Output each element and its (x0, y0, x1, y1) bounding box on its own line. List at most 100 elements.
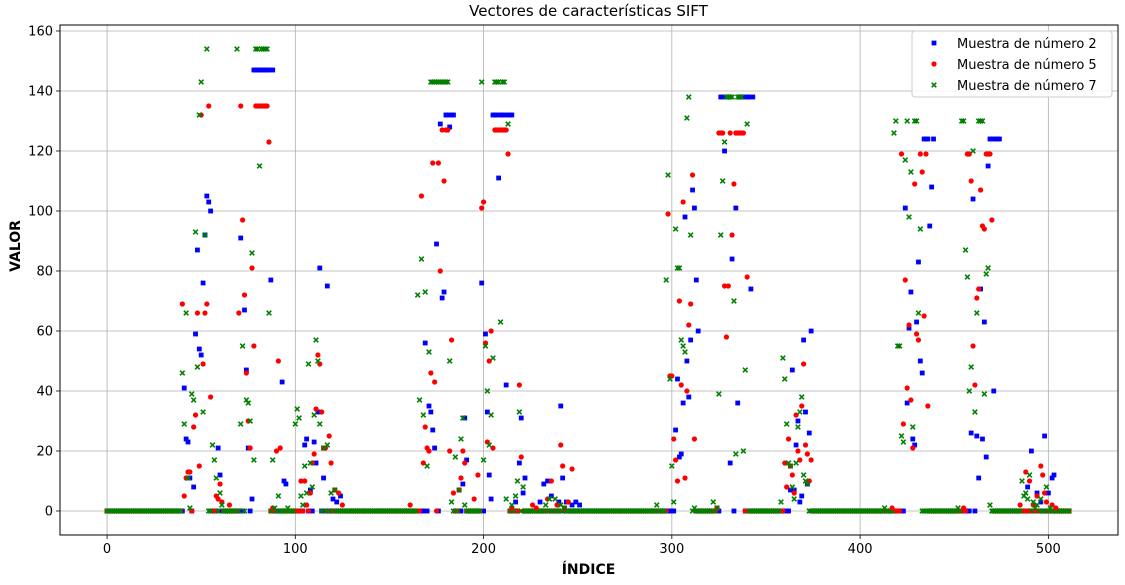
data-point (1043, 484, 1050, 490)
data-point (976, 286, 982, 292)
data-point (435, 160, 441, 166)
data-point (520, 484, 526, 490)
data-point (1026, 478, 1033, 484)
data-point (968, 430, 974, 436)
chart-title: Vectores de características SIFT (469, 2, 708, 20)
data-point (478, 79, 485, 85)
data-point (682, 214, 688, 220)
x-axis-label: ÍNDICE (562, 561, 616, 578)
data-point (208, 208, 214, 214)
legend-item: Muestra de número 2 (931, 37, 1097, 52)
legend-item: Muestra de número 7 (931, 79, 1097, 94)
data-point (213, 475, 220, 481)
data-point (744, 121, 751, 127)
data-point (979, 118, 986, 124)
data-point (889, 505, 895, 511)
data-point (422, 289, 429, 295)
data-point (249, 496, 255, 502)
data-point (187, 469, 193, 475)
y-tick-label: 40 (36, 385, 53, 400)
data-point (560, 475, 566, 481)
data-point (420, 412, 427, 418)
data-point (673, 427, 678, 433)
series-3-values (179, 46, 1054, 511)
data-point (925, 136, 931, 142)
data-point (486, 442, 493, 448)
data-point (688, 337, 694, 343)
data-point (981, 391, 988, 397)
data-point (326, 433, 332, 439)
data-point (516, 409, 523, 415)
data-point (183, 436, 189, 442)
data-point (672, 457, 679, 463)
data-point (985, 265, 991, 271)
data-point (283, 481, 289, 487)
data-point (503, 496, 510, 502)
data-point (437, 121, 443, 127)
data-point (499, 79, 506, 85)
data-point (200, 409, 206, 415)
data-point (296, 415, 302, 421)
data-point (483, 331, 488, 337)
data-point (268, 277, 274, 283)
data-point (439, 127, 445, 133)
data-point (748, 286, 754, 292)
data-point (486, 472, 492, 478)
data-point (972, 382, 978, 388)
data-point (561, 505, 568, 511)
data-point (799, 403, 805, 409)
data-point (190, 397, 197, 403)
series-2-values (179, 103, 1059, 511)
data-point (917, 151, 923, 157)
data-point (788, 487, 793, 493)
data-point (800, 472, 807, 478)
data-point-zero (433, 508, 440, 514)
data-point (689, 172, 696, 178)
data-point (334, 499, 340, 505)
data-point (458, 436, 464, 442)
data-point-zero (1039, 508, 1046, 514)
x-tick-label: 200 (471, 542, 496, 557)
data-point (906, 214, 912, 220)
y-tick-label: 160 (28, 25, 53, 40)
data-point (407, 502, 413, 508)
data-point-zero (235, 508, 242, 514)
data-point (243, 370, 249, 376)
data-point (717, 232, 724, 238)
data-point (444, 79, 451, 85)
data-point (311, 412, 318, 418)
data-point-zero (177, 508, 184, 514)
data-point (208, 394, 214, 400)
data-point (789, 472, 795, 478)
data-point (548, 478, 554, 484)
data-point (480, 457, 487, 463)
data-point (909, 424, 916, 430)
data-point (493, 79, 500, 85)
data-point (915, 337, 922, 343)
data-point (430, 427, 436, 433)
data-point (273, 448, 280, 454)
data-point (784, 484, 790, 490)
data-point (303, 490, 310, 496)
data-point (989, 217, 995, 223)
data-point (569, 502, 575, 508)
data-point (740, 94, 746, 100)
data-point (781, 376, 788, 382)
data-point (565, 499, 571, 505)
data-point (1026, 472, 1033, 478)
data-point (275, 358, 281, 364)
data-point (542, 502, 549, 508)
data-point (674, 265, 681, 271)
data-point (782, 460, 788, 466)
data-point (678, 451, 684, 457)
data-point-zero (296, 508, 302, 514)
data-point-zero (539, 508, 545, 514)
data-point (1019, 478, 1025, 484)
data-point (428, 370, 434, 376)
data-point-zero (1015, 508, 1022, 514)
data-point (434, 241, 439, 247)
data-point (315, 352, 321, 358)
data-point (187, 475, 193, 481)
x-tick-label: 400 (848, 542, 873, 557)
data-point (239, 343, 246, 349)
